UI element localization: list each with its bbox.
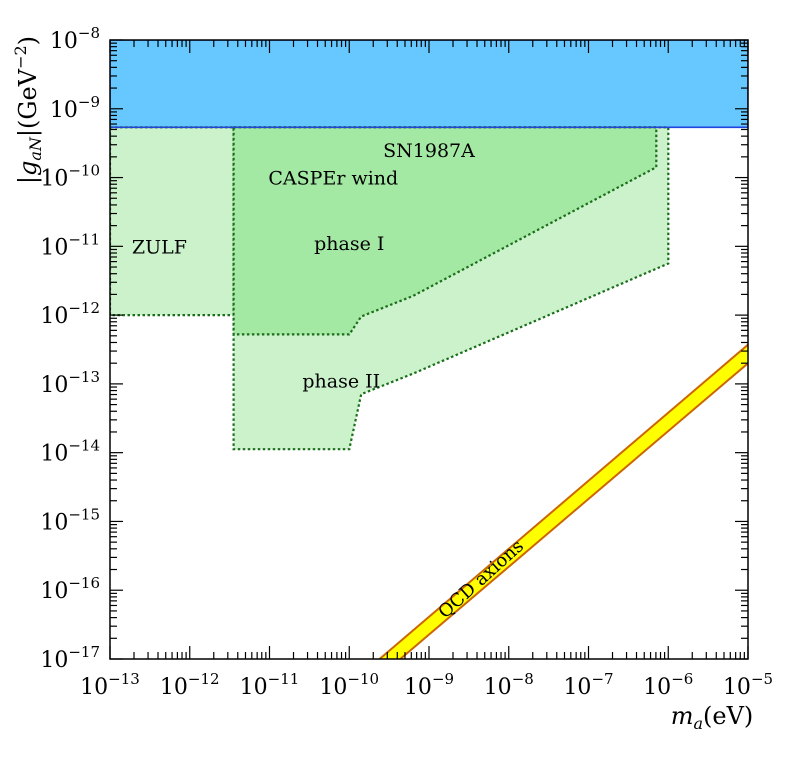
label-casper-wind: CASPEr wind — [268, 168, 398, 190]
qcd-band-upper-edge — [378, 343, 748, 659]
y-axis-label: |gaN|(GeV−2) — [11, 36, 45, 184]
y-tick-label: 10−16 — [40, 574, 100, 604]
x-tick-label: 10−10 — [319, 670, 379, 700]
region-casper-wind-phase-i — [232, 126, 658, 336]
region-zulf — [110, 126, 235, 317]
y-tick-label: 10−15 — [40, 505, 100, 535]
y-tick-label: 10−13 — [40, 368, 100, 398]
axis-ticks — [109, 39, 749, 660]
label-sn1987a: SN1987A — [383, 140, 475, 162]
x-tick-label: 10−9 — [404, 670, 454, 700]
y-tick-label: 10−9 — [50, 93, 100, 123]
y-tick-label: 10−10 — [40, 162, 100, 192]
x-tick-label: 10−5 — [723, 670, 773, 700]
x-tick-label: 10−6 — [643, 670, 693, 700]
y-tick-label: 10−17 — [40, 643, 100, 673]
x-tick-label: 10−7 — [563, 670, 613, 700]
x-tick-label: 10−12 — [160, 670, 220, 700]
y-tick-label: 10−14 — [40, 437, 100, 467]
label-qcd-axions: QCD axions — [434, 536, 528, 623]
x-tick-label: 10−13 — [80, 670, 140, 700]
tick-labels: 10−13 10−12 10−11 10−10 10−9 10−8 10−7 10−6 10−5… — [40, 24, 773, 700]
x-tick-label: 10−8 — [484, 670, 534, 700]
region-sn1987a — [110, 40, 748, 129]
qcd-axion-band — [378, 343, 748, 659]
label-casper-wind-phase-ii: phase II — [302, 370, 380, 392]
x-axis-label: ma(eV) — [671, 702, 754, 733]
y-tick-label: 10−8 — [50, 24, 100, 54]
qcd-band-lower-edge — [399, 362, 748, 659]
y-tick-label: 10−12 — [40, 299, 100, 329]
x-tick-label: 10−11 — [240, 670, 300, 700]
exclusion-regions — [110, 40, 748, 451]
label-casper-wind-phase-i: phase I — [314, 233, 384, 255]
y-tick-label: 10−11 — [40, 230, 100, 260]
label-zulf: ZULF — [132, 236, 187, 258]
